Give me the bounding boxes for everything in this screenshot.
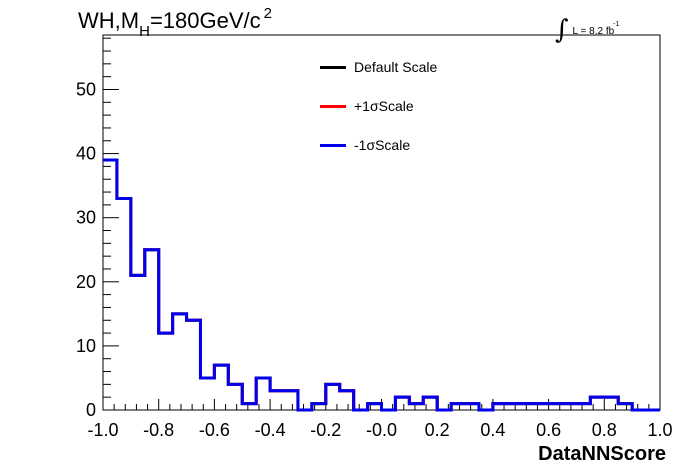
x-tick-label: -1.0 <box>87 420 118 440</box>
plot-frame <box>102 34 661 411</box>
histogram-series <box>103 158 660 412</box>
y-tick-label: 50 <box>76 79 96 99</box>
chart-title: WH,MH=180GeV/c 2 <box>78 5 272 40</box>
title-subscript: H <box>139 23 150 40</box>
x-tick-label: -0.0 <box>366 420 397 440</box>
x-tick-label: -0.2 <box>310 420 341 440</box>
title-suffix: =180GeV/c <box>149 8 261 33</box>
legend-swatch-minus-sigma <box>320 143 346 147</box>
y-tick-label: 10 <box>76 336 96 356</box>
series-line-2 <box>103 158 660 412</box>
series-line-1 <box>103 158 660 412</box>
legend-entry-default: Default Scale <box>320 58 437 76</box>
y-tick-label: 30 <box>76 208 96 228</box>
axis-tick-labels: -1.0 -0.8 -0.6 -0.4 -0.2 -0.0 0.2 0.4 0.6 0.8 1.0 0… <box>76 79 673 440</box>
legend-entry-plus-sigma: +1σScale <box>320 97 414 115</box>
title-prefix: WH,M <box>78 8 140 33</box>
x-tick-label: -0.8 <box>143 420 174 440</box>
y-tick-label: 20 <box>76 272 96 292</box>
x-tick-label: 0.8 <box>592 420 617 440</box>
legend-label-minus-sigma: -1σScale <box>354 137 411 153</box>
luminosity-text: L = 8.2 fb <box>572 26 615 37</box>
x-axis-label: DataNNScore <box>538 443 666 465</box>
y-tick-label: 40 <box>76 144 96 164</box>
luminosity-superscript: -1 <box>613 21 620 28</box>
y-tick-label: 0 <box>86 400 96 420</box>
x-tick-label: 0.6 <box>536 420 561 440</box>
legend-swatch-plus-sigma <box>320 104 346 108</box>
x-tick-label: -0.4 <box>255 420 286 440</box>
x-tick-label: 0.4 <box>480 420 505 440</box>
integral-symbol: ∫ <box>555 15 569 45</box>
title-superscript: 2 <box>263 5 272 22</box>
legend-label-plus-sigma: +1σScale <box>354 98 414 114</box>
legend-label-default: Default Scale <box>354 59 438 75</box>
x-tick-label: 1.0 <box>647 420 672 440</box>
axis-ticks <box>102 37 661 411</box>
x-tick-label: 0.2 <box>425 420 450 440</box>
legend-swatch-default <box>320 65 346 69</box>
series-line-0 <box>103 158 660 412</box>
legend-entry-minus-sigma: -1σScale <box>320 136 410 154</box>
x-tick-label: -0.6 <box>199 420 230 440</box>
luminosity-label: ∫ L = 8.2 fb-1 <box>555 9 620 45</box>
